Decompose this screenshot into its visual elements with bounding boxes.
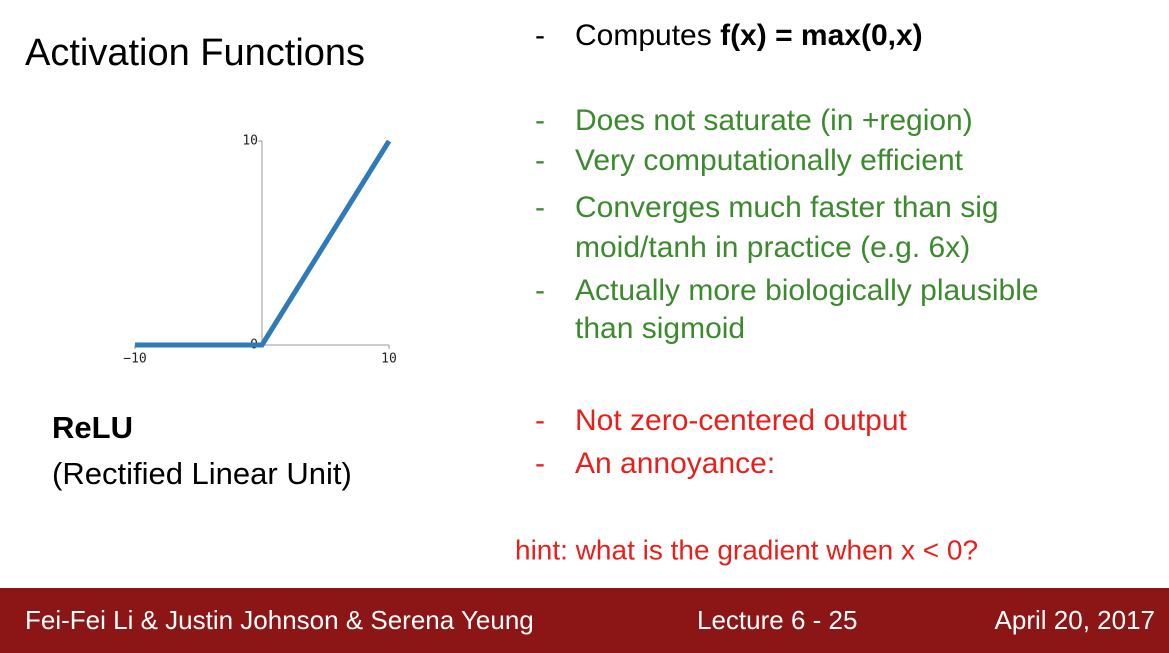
con-text: An annoyance:: [575, 447, 775, 480]
function-full-name: (Rectified Linear Unit): [52, 456, 352, 491]
footer-page: 25: [829, 605, 858, 635]
formula-prefix: Computes: [575, 19, 720, 52]
bullet-dash: -: [535, 191, 545, 224]
pro-text: Does not saturate (in +region): [575, 104, 973, 137]
function-name: ReLU: [52, 410, 133, 445]
formula: Computes f(x) = max(0,x): [575, 19, 923, 52]
formula-expr: f(x) = max(0,x): [720, 19, 923, 52]
footer-date: April 20, 2017: [995, 605, 1155, 635]
y-tick-label: 10: [242, 134, 258, 149]
footer-bar: [0, 588, 1169, 653]
pro-text: Converges much faster than sig: [575, 191, 999, 224]
footer-authors: Fei-Fei Li & Justin Johnson & Serena Yeu…: [25, 605, 534, 635]
pro-text: than sigmoid: [575, 312, 745, 345]
pro-text: moid/tanh in practice (e.g. 6x): [575, 231, 970, 264]
bullet-dash: -: [535, 144, 545, 177]
bullet-dash: -: [535, 274, 545, 307]
slide-title: Activation Functions: [25, 32, 365, 74]
formula-dash: -: [535, 19, 545, 52]
x-tick-label: 10: [381, 352, 397, 367]
x-tick-label: −10: [123, 352, 146, 367]
footer-lecture-label: Lecture 6 -: [697, 605, 821, 635]
pro-text: Very computationally efficient: [575, 144, 964, 177]
hint: hint: what is the gradient when x < 0?: [515, 534, 978, 565]
con-text: Not zero-centered output: [575, 404, 908, 437]
pro-text: Actually more biologically plausible: [575, 274, 1039, 307]
bullet-dash: -: [535, 104, 545, 137]
bullet-dash: -: [535, 447, 545, 480]
bullet-dash: -: [535, 404, 545, 437]
relu-line: [135, 139, 392, 348]
footer-lecture: Lecture 6 - 25: [697, 605, 857, 635]
